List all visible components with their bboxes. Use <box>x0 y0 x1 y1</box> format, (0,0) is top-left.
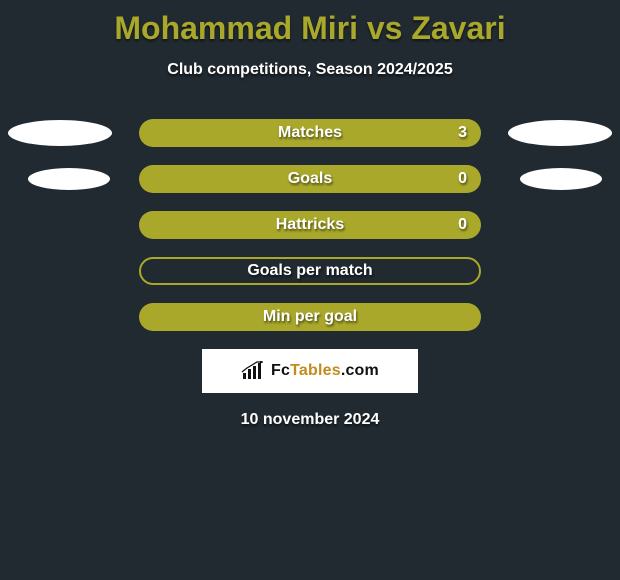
stat-value: 3 <box>458 119 467 147</box>
stat-bar: Goals per match <box>139 257 481 285</box>
stat-row: Goals 0 <box>0 165 620 193</box>
brand-badge: FcTables.com <box>202 349 418 393</box>
stat-rows: Matches 3 Goals 0 Hattricks 0 Goals per … <box>0 119 620 331</box>
stat-row: Hattricks 0 <box>0 211 620 239</box>
brand-tables: Tables <box>290 362 341 379</box>
right-marker-ellipse <box>520 168 602 190</box>
stat-row: Goals per match <box>0 257 620 285</box>
page-subtitle: Club competitions, Season 2024/2025 <box>0 61 620 79</box>
brand-text: FcTables.com <box>271 362 379 380</box>
stat-bar: Matches 3 <box>139 119 481 147</box>
stat-bar: Min per goal <box>139 303 481 331</box>
stat-label: Goals <box>139 165 481 193</box>
chart-icon <box>241 361 265 381</box>
left-marker-ellipse <box>28 168 110 190</box>
stat-row: Min per goal <box>0 303 620 331</box>
stat-row: Matches 3 <box>0 119 620 147</box>
stat-label: Goals per match <box>141 259 479 283</box>
stat-bar: Goals 0 <box>139 165 481 193</box>
stat-value: 0 <box>458 211 467 239</box>
date-label: 10 november 2024 <box>0 411 620 429</box>
stat-label: Min per goal <box>139 303 481 331</box>
left-marker-ellipse <box>8 120 112 146</box>
stat-value: 0 <box>458 165 467 193</box>
brand-fc: Fc <box>271 362 290 379</box>
page-title: Mohammad Miri vs Zavari <box>0 0 620 47</box>
comparison-infographic: Mohammad Miri vs Zavari Club competition… <box>0 0 620 580</box>
stat-bar: Hattricks 0 <box>139 211 481 239</box>
brand-com: .com <box>341 362 379 379</box>
stat-label: Hattricks <box>139 211 481 239</box>
right-marker-ellipse <box>508 120 612 146</box>
stat-label: Matches <box>139 119 481 147</box>
